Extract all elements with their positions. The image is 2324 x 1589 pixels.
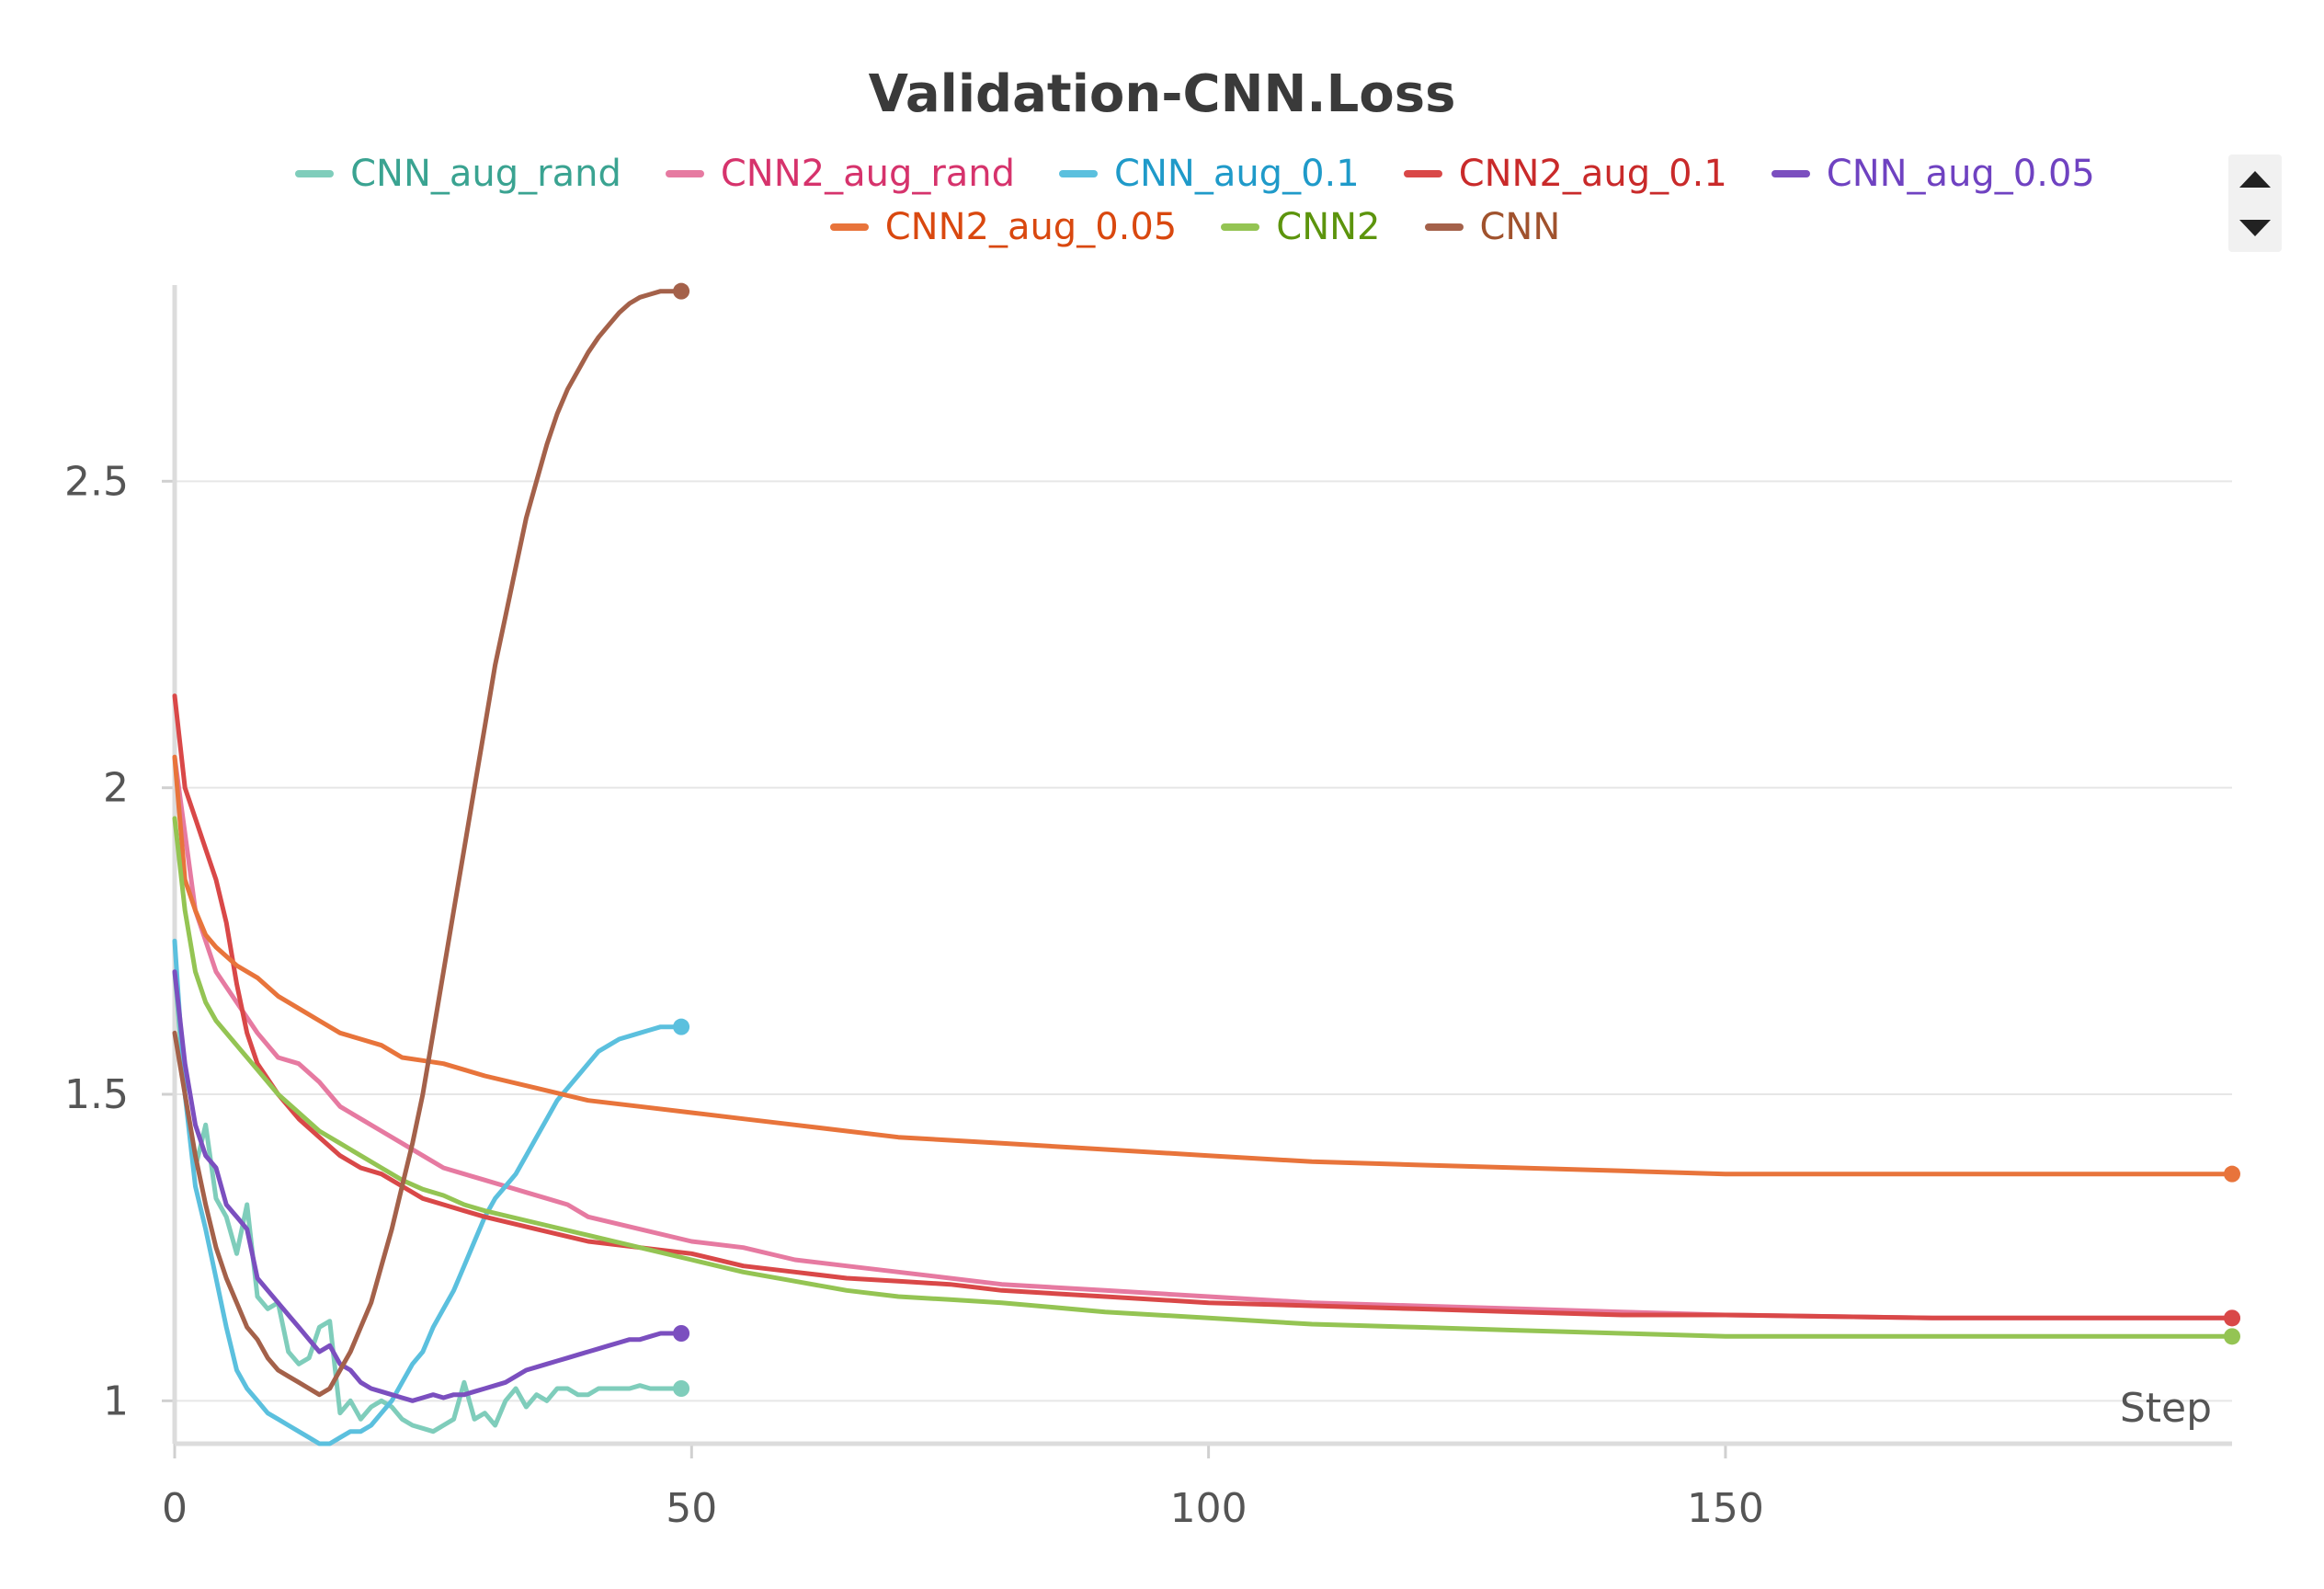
series-line [172, 969, 684, 1403]
series-end-point [673, 1325, 690, 1342]
legend-swatch [665, 170, 704, 177]
legend-scroll-down-button[interactable] [2228, 203, 2282, 252]
legend-item[interactable]: CNN2_aug_rand [665, 153, 1016, 195]
tick-labels: 1 1.5 2 2.5 0 50 100 150 Step [64, 458, 2212, 1532]
y-tick-label: 1 [103, 1378, 129, 1424]
legend-item[interactable]: CNN_aug_0.05 [1771, 153, 2095, 195]
series-line [172, 816, 2235, 1339]
series-line [172, 754, 2235, 1320]
legend-label: CNN2_aug_0.05 [884, 206, 1178, 248]
legend-swatch [1424, 223, 1464, 231]
series-line [172, 289, 684, 1398]
legend-row: CNN2_aug_0.05 CNN2 CNN [202, 200, 2188, 254]
series-line [172, 754, 2235, 1177]
legend-swatch [1221, 223, 1260, 231]
series-end-point [673, 1018, 690, 1035]
legend-swatch [1059, 170, 1099, 177]
series-end-point [673, 282, 690, 300]
caret-up-icon [2239, 170, 2271, 188]
x-tick-label: 150 [1687, 1485, 1764, 1532]
legend-item[interactable]: CNN [1424, 206, 1561, 248]
legend-item[interactable]: CNN2_aug_0.1 [1403, 153, 1727, 195]
x-axis-label: Step [2120, 1385, 2212, 1432]
series-lines [172, 282, 2240, 1446]
caret-down-icon [2239, 219, 2271, 236]
legend-scroller [2228, 154, 2282, 252]
legend-label: CNN [1479, 206, 1561, 248]
legend: CNN_aug_rand CNN2_aug_rand CNN_aug_0.1 CNN2… [202, 147, 2188, 254]
legend-label: CNN2 [1276, 206, 1381, 248]
x-tick-label: 100 [1170, 1485, 1247, 1532]
series-end-point [2224, 1165, 2240, 1183]
x-tick-label: 50 [666, 1485, 717, 1532]
chart-title: Validation-CNN.Loss [868, 64, 1456, 124]
legend-swatch [295, 170, 335, 177]
legend-item[interactable]: CNN_aug_rand [295, 153, 621, 195]
series-end-point [673, 1380, 690, 1397]
legend-swatch [829, 223, 869, 231]
legend-label: CNN_aug_0.05 [1826, 153, 2095, 195]
series-line [172, 693, 2235, 1320]
y-tick-label: 2.5 [64, 458, 129, 505]
legend-item[interactable]: CNN2_aug_0.05 [829, 206, 1178, 248]
legend-scroll-up-button[interactable] [2228, 154, 2282, 203]
series-line [172, 938, 684, 1446]
legend-row: CNN_aug_rand CNN2_aug_rand CNN_aug_0.1 CNN2… [202, 147, 2188, 200]
legend-item[interactable]: CNN_aug_0.1 [1059, 153, 1360, 195]
x-tick-label: 0 [162, 1485, 188, 1532]
axes [162, 285, 2232, 1458]
y-tick-label: 2 [103, 765, 129, 812]
legend-label: CNN_aug_rand [350, 153, 621, 195]
legend-swatch [1403, 170, 1442, 177]
legend-label: CNN2_aug_rand [720, 153, 1016, 195]
legend-label: CNN2_aug_0.1 [1458, 153, 1727, 195]
legend-label: CNN_aug_0.1 [1114, 153, 1360, 195]
legend-swatch [1771, 170, 1810, 177]
gridlines [175, 480, 2232, 1402]
legend-item[interactable]: CNN2 [1221, 206, 1381, 248]
y-tick-label: 1.5 [64, 1071, 129, 1118]
series-line [172, 969, 684, 1435]
series-end-point [2224, 1309, 2240, 1327]
series-end-point [2224, 1328, 2240, 1345]
